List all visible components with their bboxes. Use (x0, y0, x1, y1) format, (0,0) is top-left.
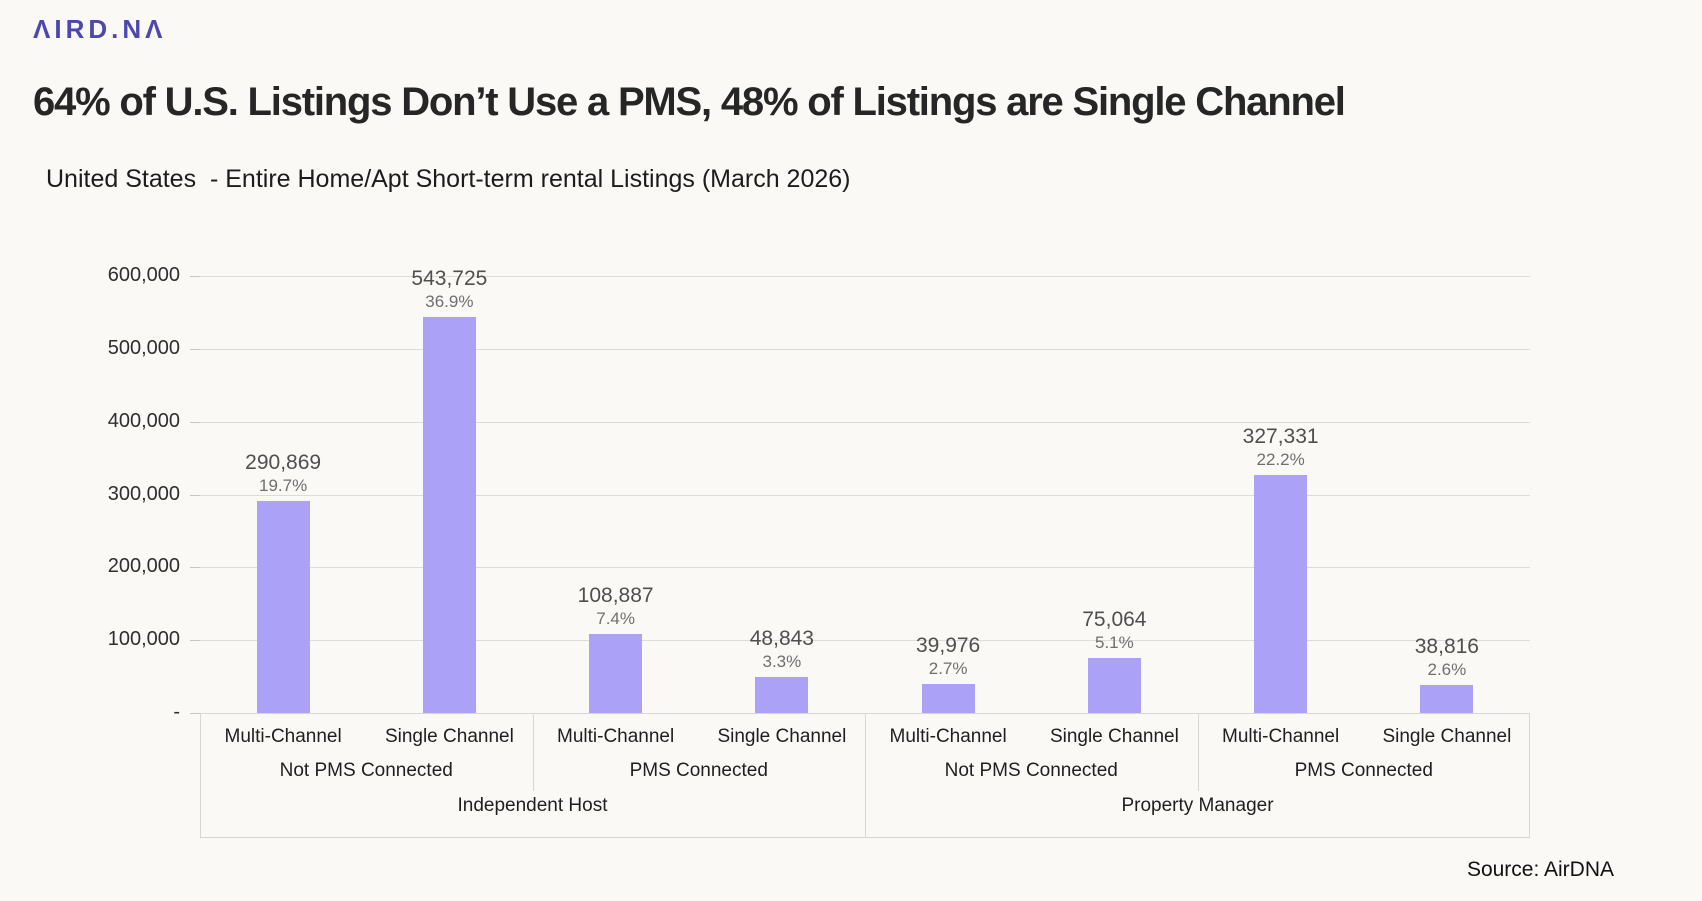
bar-pct-label: 22.2% (1256, 449, 1305, 469)
bar-pct-label: 2.7% (928, 658, 968, 678)
y-axis-tick (190, 713, 200, 714)
bar-value-label: 38,816 (1414, 634, 1479, 658)
bar (755, 677, 809, 713)
airdna-logo: ΛIRD.ΝΛ (33, 14, 167, 44)
y-tick-label: 200,000 (107, 555, 180, 578)
axis-category-label: Single Channel (1382, 726, 1512, 747)
axis-category-label: Multi-Channel (1222, 726, 1340, 747)
axis-section-label: Property Manager (1121, 795, 1274, 816)
gridline (200, 421, 1530, 423)
gridline (200, 567, 1530, 569)
bar-pct-label: 3.3% (762, 652, 802, 672)
bar-value-label: 75,064 (1082, 608, 1147, 632)
bar-pct-label: 7.4% (596, 608, 635, 628)
bar (422, 316, 476, 713)
axis-category-label: Single Channel (1049, 726, 1179, 747)
y-axis-tick (190, 494, 200, 496)
y-axis-tick (190, 640, 200, 642)
axis-category-label: Multi-Channel (224, 726, 342, 747)
bar (589, 633, 643, 713)
axis-category-label: Multi-Channel (557, 726, 675, 747)
bar-value-label: 39,976 (916, 633, 981, 657)
bar (256, 501, 310, 713)
bar (921, 683, 975, 713)
y-tick-label: 100,000 (107, 628, 180, 651)
y-tick-label: 600,000 (107, 264, 180, 286)
axis-group-label: Not PMS Connected (279, 760, 453, 781)
y-tick-label: 400,000 (107, 409, 180, 432)
bar-value-label: 48,843 (749, 627, 814, 651)
axis-section-label: Independent Host (457, 795, 608, 816)
y-tick-label: 500,000 (107, 336, 180, 359)
y-axis-tick (190, 276, 200, 277)
bar-value-label: 543,725 (411, 266, 488, 290)
bar (1254, 474, 1308, 713)
gridline (200, 494, 1530, 496)
y-tick-label: 300,000 (107, 482, 180, 505)
gridline (200, 276, 1530, 277)
y-axis-tick (190, 567, 200, 569)
gridline (200, 640, 1530, 642)
source-caption: Source: AirDNA (1466, 858, 1614, 881)
axis-category-label: Single Channel (384, 726, 514, 747)
axis-group-label: PMS Connected (629, 760, 768, 781)
bar (1420, 684, 1474, 713)
bar-value-label: 290,869 (245, 451, 322, 475)
bar (1087, 658, 1141, 713)
bar-value-label: 327,331 (1242, 424, 1319, 448)
axis-divider (532, 713, 534, 791)
bar-pct-label: 19.7% (259, 476, 308, 496)
y-axis-tick (190, 348, 200, 350)
axis-group-label: Not PMS Connected (944, 760, 1118, 781)
bar-pct-label: 5.1% (1095, 633, 1134, 653)
axis-divider (865, 713, 866, 838)
y-tick-label: - (173, 701, 180, 723)
page-title: 64% of U.S. Listings Don’t Use a PMS, 48… (33, 80, 1346, 124)
axis-category-label: Single Channel (717, 726, 847, 747)
gridline (200, 348, 1530, 350)
bar-pct-label: 36.9% (425, 291, 474, 311)
bar-pct-label: 2.6% (1427, 659, 1467, 679)
chart-subtitle: United States - Entire Home/Apt Short-te… (46, 165, 851, 193)
y-axis-tick (190, 421, 200, 423)
axis-category-label: Multi-Channel (889, 726, 1007, 747)
axis-group-label: PMS Connected (1294, 760, 1433, 781)
axis-divider (1197, 713, 1199, 791)
bar-value-label: 108,887 (577, 583, 654, 607)
